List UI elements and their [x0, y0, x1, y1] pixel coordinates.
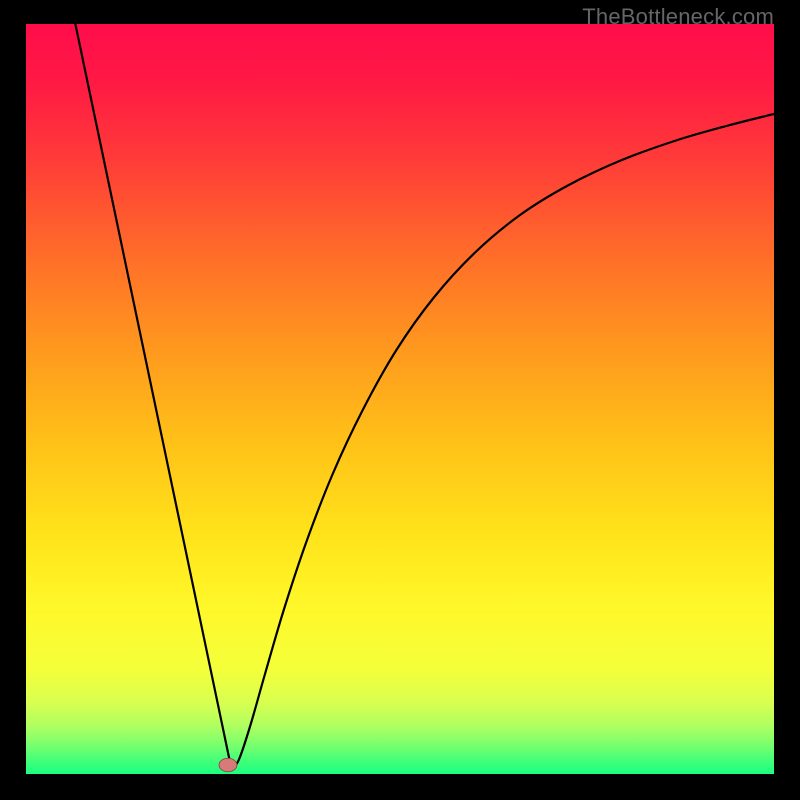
vertex-marker — [219, 758, 237, 772]
outer-frame: TheBottleneck.com — [0, 0, 800, 800]
plot-area — [26, 24, 774, 774]
bottleneck-curve — [26, 24, 774, 774]
